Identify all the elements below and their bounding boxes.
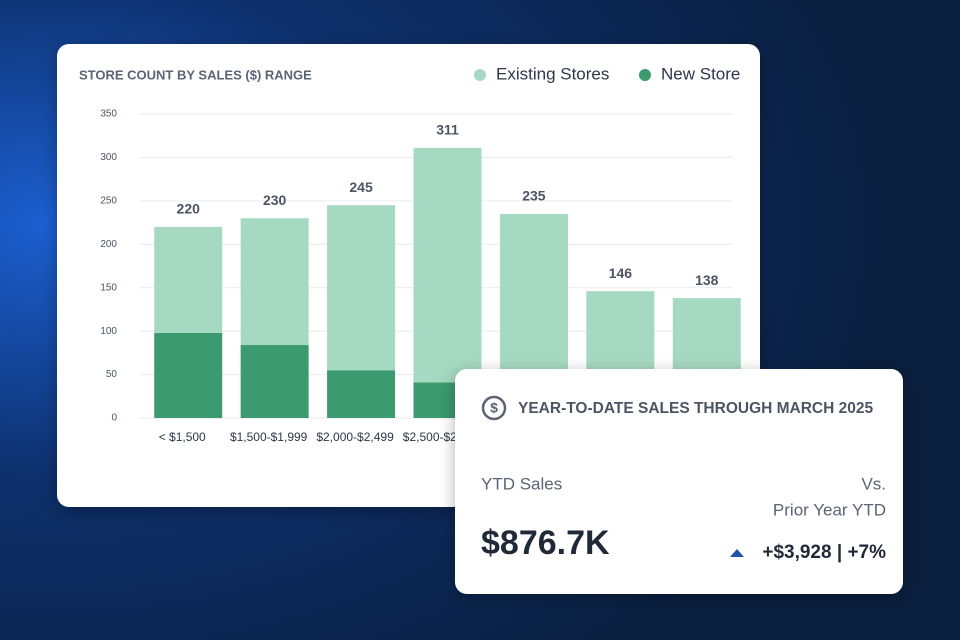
- bar-segment: [154, 332, 223, 418]
- kpi-card: $ YEAR-TO-DATE SALES THROUGH MARCH 2025 …: [455, 369, 903, 594]
- bar-segment: [240, 345, 309, 418]
- y-tick-label: 100: [100, 326, 117, 337]
- bar-segment: [499, 213, 568, 392]
- x-tick-label: $2,000-$2,499: [316, 430, 394, 444]
- data-label: 235: [522, 188, 546, 204]
- y-tick-label: 150: [100, 282, 117, 293]
- card-bg: [455, 369, 903, 594]
- y-tick-label: 250: [100, 195, 117, 206]
- data-label: 220: [177, 201, 201, 217]
- bar-segment: [327, 370, 396, 418]
- comparison-value: +$3,928 | +7%: [762, 542, 886, 563]
- metric-label: YTD Sales: [481, 474, 562, 493]
- y-tick-label: 200: [100, 239, 117, 250]
- up-arrow: [730, 549, 744, 557]
- comparison-label: Vs.: [861, 474, 886, 493]
- dollar-icon-glyph: $: [490, 400, 498, 416]
- dollar-icon: [481, 395, 507, 421]
- y-tick-label: 350: [100, 109, 117, 120]
- legend-swatch: [474, 69, 486, 81]
- data-label: 138: [695, 272, 719, 288]
- comparison-label: Prior Year YTD: [773, 500, 886, 519]
- x-tick-label: $1,500-$1,999: [230, 430, 308, 444]
- legend-swatch: [639, 69, 651, 81]
- legend-label: New Store: [661, 64, 740, 83]
- data-label: 245: [349, 179, 373, 195]
- legend-label: Existing Stores: [496, 64, 609, 83]
- bar-segment: [240, 218, 309, 346]
- chart-title: STORE COUNT BY SALES ($) RANGE: [79, 67, 312, 82]
- data-label: 230: [263, 192, 287, 208]
- y-tick-label: 300: [100, 152, 117, 163]
- kpi-title: YEAR-TO-DATE SALES THROUGH MARCH 2025: [518, 400, 873, 417]
- data-label: 146: [609, 265, 633, 281]
- y-tick-label: 0: [111, 413, 117, 424]
- bar-segment: [413, 147, 482, 383]
- metric-value: $876.7K: [481, 524, 610, 562]
- bar-segment: [154, 226, 223, 333]
- y-tick-label: 50: [106, 369, 118, 380]
- x-tick-label: < $1,500: [159, 430, 206, 444]
- data-label: 311: [436, 122, 459, 138]
- bar-segment: [327, 205, 396, 371]
